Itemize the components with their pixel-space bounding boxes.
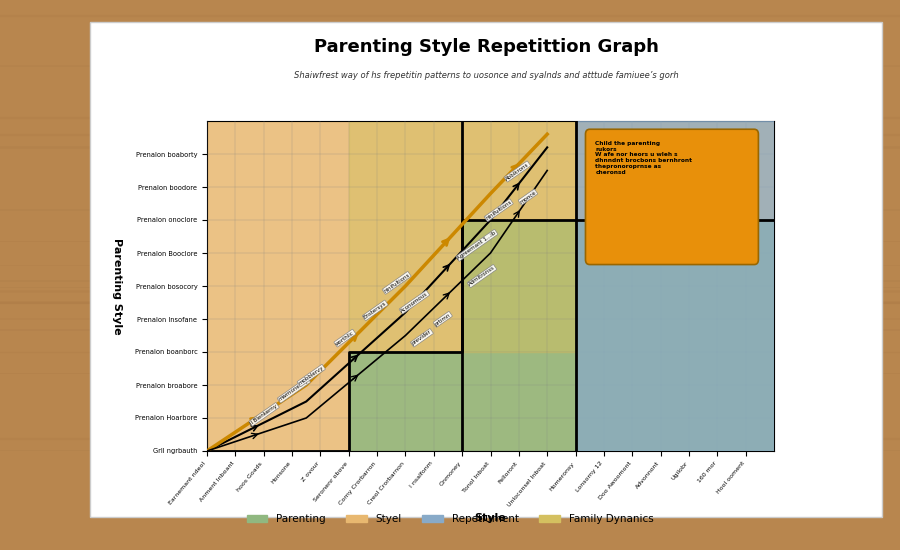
X-axis label: Style: Style (474, 513, 507, 522)
Text: hinifultions: hinifultions (485, 200, 513, 221)
Text: Abbikrons: Abbikrons (505, 162, 530, 182)
Text: worthlic: worthlic (335, 330, 356, 346)
Text: Child the parenting
rukors
W afe nor heors u wleh s
dhnndnt brocbons bernhront
t: Child the parenting rukors W afe nor heo… (596, 141, 692, 175)
Polygon shape (576, 121, 774, 451)
Text: Aconomous: Aconomous (400, 291, 429, 313)
Text: il Blenkerny: il Blenkerny (249, 403, 279, 426)
FancyBboxPatch shape (586, 129, 759, 265)
Text: monce: monce (518, 190, 537, 205)
Text: Admitronss: Admitronss (468, 265, 496, 287)
Text: previder: previder (411, 329, 433, 346)
Legend: Parenting, Styel, Repetlument, Family Dynanics: Parenting, Styel, Repetlument, Family Dy… (242, 510, 658, 529)
Text: Agreemant 1...ib: Agreemant 1...ib (456, 230, 497, 261)
Polygon shape (349, 121, 576, 352)
Text: prtimn: prtimn (434, 312, 452, 327)
Text: mobblervy: mobblervy (298, 365, 325, 386)
Polygon shape (207, 121, 774, 451)
Text: Parenting Style: Parenting Style (112, 238, 122, 334)
Text: Shaiwfrest way of hs frepetitin patterns to uosonce and syalnds and atttude fami: Shaiwfrest way of hs frepetitin patterns… (293, 72, 679, 80)
Text: Enstersys: Enstersys (363, 301, 388, 320)
Polygon shape (207, 220, 774, 451)
Text: Parenting Style Repetittion Graph: Parenting Style Repetittion Graph (313, 39, 659, 57)
Text: mwmonestly: mwmonestly (278, 378, 310, 403)
Text: hinifultions: hinifultions (382, 272, 410, 294)
